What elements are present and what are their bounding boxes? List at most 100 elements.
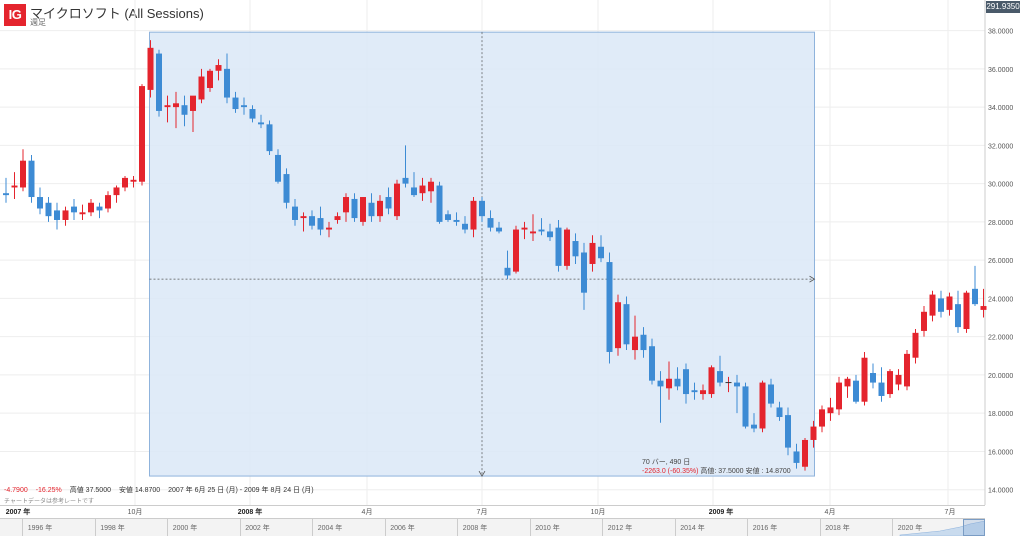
candle-body <box>572 241 579 257</box>
candle-body <box>751 424 757 429</box>
candle <box>11 172 18 199</box>
instrument-title[interactable]: マイクロソフト (All Sessions) <box>30 6 204 21</box>
candle <box>861 351 868 406</box>
candle-body <box>776 407 783 418</box>
y-tick-label: 30.0000 <box>988 182 1013 189</box>
navigator-year-label: 2016 年 <box>752 525 778 532</box>
candle-body <box>819 409 825 427</box>
candlestick-chart[interactable]: 14.0000 16.0000 18.0000 20.0000 22.0000 24.00… <box>0 0 1024 505</box>
candle <box>972 265 978 307</box>
candle-body <box>649 346 655 381</box>
candle-body <box>258 122 264 125</box>
candle-body <box>802 439 808 467</box>
candle <box>28 154 35 203</box>
interval-label[interactable]: 週足 <box>30 18 46 27</box>
candle <box>980 288 987 318</box>
y-tick-label: 24.0000 <box>988 296 1013 303</box>
candle-body <box>921 311 927 331</box>
data-note: チャートデータは参考レートです <box>4 499 94 505</box>
candle-body <box>691 390 698 393</box>
navigator-separator <box>457 519 458 536</box>
candle-body <box>419 185 426 194</box>
candle <box>79 204 86 220</box>
candle <box>156 49 162 117</box>
low-value: 安値 14.8700 <box>118 487 161 494</box>
candle-body <box>249 109 256 119</box>
candle <box>955 290 961 333</box>
candle <box>827 397 834 421</box>
candle <box>411 172 417 198</box>
candle <box>521 221 528 240</box>
candle-body <box>190 95 196 111</box>
y-tick-label: 14.0000 <box>988 488 1013 495</box>
candle <box>887 369 893 398</box>
navigator-year-label: 1998 年 <box>100 525 125 532</box>
candle <box>819 405 825 433</box>
candle-body <box>589 242 596 264</box>
candle <box>62 206 69 226</box>
navigator-separator <box>674 519 676 536</box>
selection-arrow-right <box>809 275 816 283</box>
navigator-separator <box>529 519 531 536</box>
navigator-year-label: 2004 年 <box>317 525 343 532</box>
candle <box>589 235 596 272</box>
candle-body <box>88 202 94 213</box>
candle-body <box>912 332 919 358</box>
navigator[interactable]: 1996 年 1998 年 2000 年 2002 年 2004 年 2006 年 2008… <box>0 518 985 536</box>
candle <box>615 294 621 356</box>
candle-body <box>564 229 570 266</box>
navigator-separator <box>22 519 23 536</box>
candle-body <box>105 195 111 209</box>
candle-body <box>946 296 953 310</box>
candle <box>564 227 570 270</box>
candle-body <box>368 202 375 217</box>
y-tick-label: 34.0000 <box>988 105 1013 112</box>
navigator-year-label: 2020 年 <box>897 525 923 532</box>
candle-body <box>657 380 664 387</box>
candle <box>912 329 919 364</box>
candle <box>572 233 579 264</box>
candle <box>275 149 281 184</box>
candle-body <box>317 218 324 230</box>
y-tick-label: 18.0000 <box>988 411 1013 418</box>
candle-body <box>470 200 477 230</box>
candle <box>241 97 247 115</box>
candle <box>139 84 145 186</box>
candle <box>343 193 349 222</box>
candle <box>309 210 315 230</box>
candle <box>190 95 196 132</box>
candle <box>708 365 715 398</box>
navigator-year-label: 1996 年 <box>27 525 53 532</box>
candle <box>334 212 341 224</box>
navigator-window-handle[interactable] <box>963 519 985 536</box>
measure-hilo: 高値: 37.5000 安値 : 14.8700 <box>700 468 791 475</box>
candle <box>878 367 885 402</box>
candle-body <box>827 407 834 414</box>
candle <box>232 91 239 113</box>
y-tick-label: 36.0000 <box>988 67 1013 74</box>
x-tick-label: 2007 年 <box>5 509 31 516</box>
candle-body <box>615 302 621 349</box>
candle <box>198 68 205 104</box>
candle-body <box>266 124 273 152</box>
navigator-separator <box>602 519 603 536</box>
candle-body <box>377 200 383 217</box>
navigator-year-label: 2012 年 <box>607 525 633 532</box>
navigator-year-label: 2000 年 <box>172 525 198 532</box>
candle <box>496 221 502 234</box>
candle-body <box>402 177 409 184</box>
candle <box>326 221 332 238</box>
candle-body <box>700 390 706 395</box>
candle <box>130 175 137 188</box>
x-tick-label: 4月 <box>824 509 836 516</box>
candle-body <box>232 97 239 110</box>
candle-body <box>955 304 961 328</box>
candle-body <box>224 68 230 98</box>
candle-body <box>11 185 18 188</box>
candle-body <box>547 231 553 238</box>
candle <box>632 315 638 360</box>
candle-body <box>139 86 145 182</box>
candle <box>674 367 681 391</box>
candle-body <box>598 246 604 259</box>
change-value: -4.7900 <box>4 487 28 494</box>
